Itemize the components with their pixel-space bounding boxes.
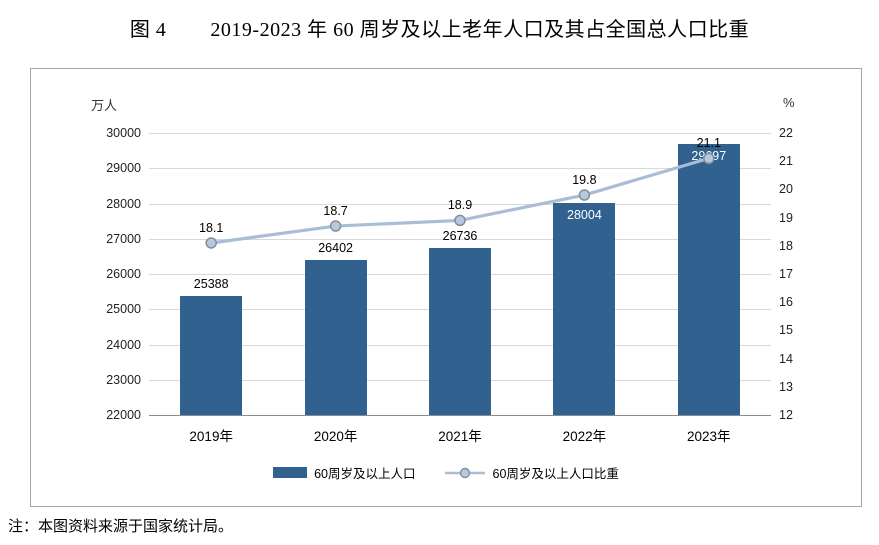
legend-label-bar: 60周岁及以上人口 — [314, 467, 416, 481]
left-axis-tick: 27000 — [106, 231, 141, 246]
right-axis-tick: 16 — [779, 295, 793, 310]
category-label: 2023年 — [687, 429, 731, 444]
bar-value-label: 26402 — [318, 240, 353, 255]
line-marker — [454, 214, 466, 227]
gridline — [149, 203, 771, 205]
plot-area: 22000 23000 24000 25000 26000 27000 28000 29000… — [106, 126, 793, 444]
chart-frame: 万人 % 22000 23000 24000 25000 26000 27000 28000… — [30, 68, 862, 507]
bar — [677, 143, 740, 415]
legend-item-bar: 60周岁及以上人口 — [273, 463, 416, 482]
bar — [304, 259, 367, 415]
bar-swatch-icon — [273, 467, 308, 478]
line-value-label: 19.8 — [572, 173, 597, 188]
x-axis-line — [149, 415, 771, 416]
right-axis-tick: 17 — [779, 267, 793, 281]
right-axis-unit: % — [783, 95, 795, 110]
left-axis-tick: 28000 — [106, 196, 141, 211]
category-label: 2020年 — [313, 429, 358, 444]
legend-item-line: 60周岁及以上人口比重 — [444, 463, 619, 482]
right-axis-tick: 20 — [779, 182, 793, 197]
category-label: 2021年 — [438, 429, 482, 444]
line-value-label: 18.1 — [199, 220, 224, 235]
figure-title: 图 4 2019-2023 年 60 周岁及以上老年人口及其占全国总人口比重 — [0, 13, 879, 42]
line-value-label: 18.7 — [323, 204, 348, 219]
left-axis-tick: 30000 — [106, 126, 141, 140]
right-axis-tick: 19 — [779, 210, 793, 225]
figure-title-text: 2019-2023 年 60 周岁及以上老年人口及其占全国总人口比重 — [210, 19, 750, 41]
left-axis-unit: 万人 — [91, 98, 118, 113]
left-axis-tick: 23000 — [106, 372, 141, 387]
right-axis-tick: 21 — [779, 154, 793, 169]
line-marker — [329, 220, 342, 232]
gridline — [149, 168, 771, 170]
category-label: 2022年 — [562, 429, 607, 444]
line-series — [205, 152, 715, 249]
line-marker — [205, 237, 217, 249]
gridline — [149, 238, 771, 240]
line-value-label: 21.1 — [696, 136, 721, 151]
right-axis-tick: 18 — [779, 238, 793, 253]
right-axis-tick: 15 — [779, 323, 793, 338]
chart-legend: 60周岁及以上人口 60周岁及以上人口比重 — [31, 463, 861, 482]
right-axis-tick: 22 — [779, 126, 793, 140]
source-note: 注：本图资料来源于国家统计局。 — [8, 519, 234, 535]
bar — [180, 295, 243, 415]
line-marker — [578, 189, 591, 201]
left-axis-tick: 26000 — [106, 267, 141, 281]
line-marker — [703, 152, 715, 165]
bar-value-label: 26736 — [442, 229, 478, 244]
right-axis-tick: 13 — [779, 379, 793, 394]
line-swatch-icon — [444, 467, 486, 479]
bar-value-label: 28004 — [567, 208, 602, 223]
left-axis-tick: 24000 — [106, 337, 141, 352]
left-axis-tick: 25000 — [106, 302, 141, 317]
category-label: 2019年 — [189, 429, 233, 444]
legend-label-line: 60周岁及以上人口比重 — [492, 467, 619, 481]
right-axis-tick: 14 — [779, 351, 793, 366]
left-axis-tick: 29000 — [106, 161, 141, 176]
right-axis-tick: 12 — [779, 408, 793, 422]
bar-value-label: 25388 — [193, 276, 229, 291]
figure-number: 图 4 — [129, 19, 167, 41]
bar — [553, 203, 616, 415]
bar — [429, 248, 491, 415]
left-axis-tick: 22000 — [106, 408, 141, 422]
line-value-label: 18.9 — [447, 198, 473, 213]
gridline — [149, 133, 771, 134]
